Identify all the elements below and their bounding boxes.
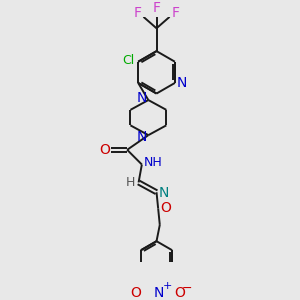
Text: N: N [159, 186, 169, 200]
Text: N: N [137, 130, 147, 144]
Text: N: N [137, 92, 147, 105]
Text: −: − [182, 282, 192, 295]
Text: +: + [162, 281, 172, 291]
Text: N: N [154, 286, 164, 300]
Text: F: F [134, 6, 142, 20]
Text: O: O [99, 143, 110, 157]
Text: N: N [176, 76, 187, 90]
Text: O: O [175, 286, 186, 300]
Text: F: F [171, 6, 179, 20]
Text: F: F [152, 1, 160, 15]
Text: Cl: Cl [122, 54, 134, 67]
Text: NH: NH [144, 156, 163, 170]
Text: O: O [160, 201, 171, 215]
Text: O: O [130, 286, 141, 300]
Text: H: H [126, 176, 135, 189]
